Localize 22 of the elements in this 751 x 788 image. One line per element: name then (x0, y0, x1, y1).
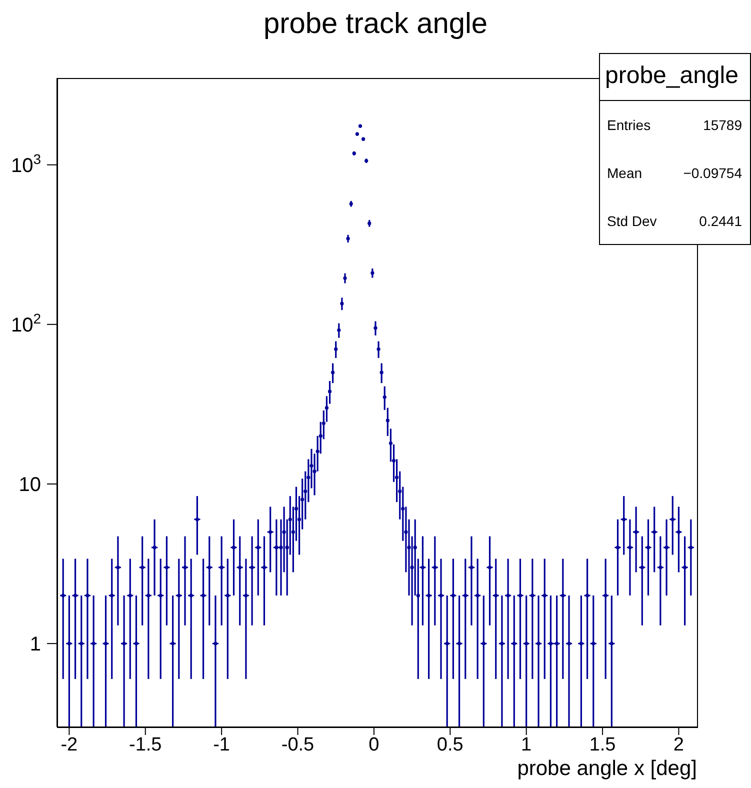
x-tick-label: 2 (673, 734, 684, 756)
annotation: Std Dev (607, 213, 657, 229)
chart-title: probe track angle (262, 8, 489, 41)
x-tick-label: -0.5 (281, 734, 314, 756)
x-tick-label: -1 (213, 734, 230, 756)
annotation: Mean (607, 165, 642, 181)
x-tick-label: 0 (368, 734, 380, 756)
x-tick-label: 1 (521, 734, 532, 756)
y-tick-label: 10$^{3}$ (10, 150, 42, 177)
text: 15789 (703, 117, 742, 133)
x-tick-label: 1.5 (589, 734, 616, 756)
x-tick-label: -1.5 (129, 734, 162, 756)
annotation: Entries (607, 117, 651, 133)
x-axis-title: probe angle x [deg] (517, 757, 697, 781)
x-tick-label: 0.5 (436, 734, 464, 756)
text: 0.2441 (699, 213, 742, 229)
annotation: probe_angle (600, 54, 750, 101)
y-tick-label: 10$^{2}$ (10, 310, 42, 336)
annotation: −0.09754 (683, 165, 742, 181)
x-tick-label: -2 (60, 734, 78, 756)
y-tick-label: 1 (30, 634, 41, 656)
y-tick-label: 10 (18, 474, 41, 496)
